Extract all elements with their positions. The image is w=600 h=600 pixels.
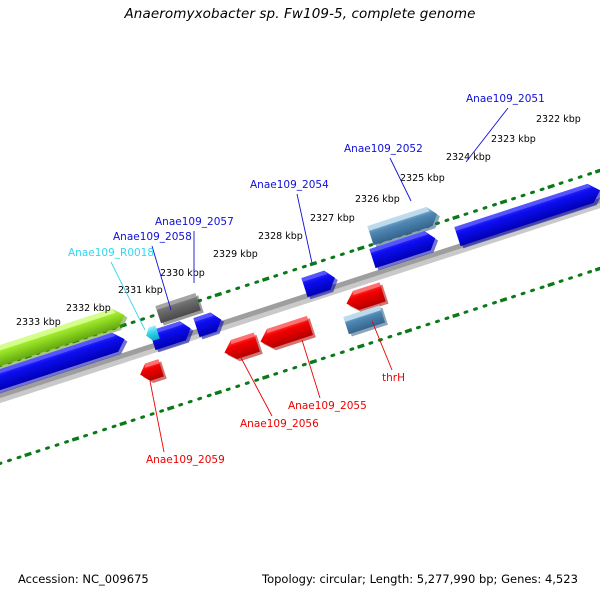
tick-label: 2330 kbp — [160, 268, 205, 279]
gene-feature-Anae109_2058[interactable] — [149, 318, 196, 353]
gene-body[interactable] — [0, 330, 128, 399]
gene-highlight — [266, 316, 309, 334]
reverse-strand-features[interactable] — [137, 282, 389, 386]
ruler-lower-dots — [0, 266, 600, 466]
tick-label: 2327 kbp — [310, 213, 355, 224]
gene-highlight — [352, 282, 381, 296]
gene-body[interactable] — [257, 316, 314, 351]
gene-feature-Anae109_2057[interactable] — [155, 293, 204, 327]
page-title: Anaeromyxobacter sp. Fw109-5, complete g… — [124, 6, 476, 22]
leader-line-thrH — [371, 320, 393, 371]
ruler-lower — [0, 266, 600, 466]
tick-label: 2329 kbp — [213, 249, 258, 260]
gene-feature-2052b[interactable] — [369, 228, 441, 271]
backbone-shadow — [0, 200, 600, 404]
gene-highlight — [0, 332, 116, 383]
tick-label: 2325 kbp — [400, 173, 445, 184]
gene-highlight — [193, 312, 214, 322]
tick-label: 2326 kbp — [355, 194, 400, 205]
gene-highlight — [144, 359, 160, 368]
gene-label-Anae109_2058[interactable]: Anae109_2058 — [113, 231, 192, 243]
gene-label-Anae109_2054[interactable]: Anae109_2054 — [250, 179, 329, 191]
gene-body[interactable] — [343, 305, 386, 335]
tick-label: 2332 kbp — [66, 303, 111, 314]
gene-highlight — [301, 270, 328, 282]
gene-feature-Anae109_2052[interactable] — [367, 204, 443, 248]
gene-feature-Anae109_2056[interactable] — [221, 332, 263, 365]
gene-label-Anae109_2051[interactable]: Anae109_2051 — [466, 93, 545, 105]
gene-feature-Anae109_2055[interactable] — [257, 315, 316, 354]
genome-stats-text: Topology: circular; Length: 5,277,990 bp… — [262, 572, 578, 586]
leader-line-Anae109_2051 — [465, 107, 509, 163]
gene-body[interactable] — [343, 282, 386, 313]
tick-label: 2328 kbp — [258, 231, 303, 242]
leader-line-Anae109_2059 — [149, 380, 165, 453]
gene-highlight — [230, 332, 255, 345]
gene-label-Anae109_2052[interactable]: Anae109_2052 — [344, 143, 423, 155]
gene-label-thrH[interactable]: thrH — [382, 372, 405, 384]
tick-label: 2324 kbp — [446, 152, 491, 163]
ruler-tick-labels: 2322 kbp 2323 kbp 2324 kbp 2325 kbp 2326… — [16, 114, 581, 328]
leader-line-Anae109_R0018 — [110, 261, 146, 331]
leader-line-Anae109_2058 — [151, 245, 172, 311]
gene-highlight — [367, 206, 430, 231]
tick-label: 2333 kbp — [16, 317, 61, 328]
gene-body[interactable] — [221, 332, 260, 363]
gene-body[interactable] — [0, 306, 128, 375]
gene-feature-Anae109_2054[interactable] — [301, 268, 340, 300]
gene-highlight — [0, 308, 116, 360]
gene-body[interactable] — [367, 204, 440, 246]
gene-feature-steel-lower[interactable] — [343, 305, 388, 337]
gene-label-Anae109_2055[interactable]: Anae109_2055 — [288, 400, 367, 412]
gene-labels[interactable]: Anae109_2051 Anae109_2052 Anae109_2054 A… — [68, 93, 545, 466]
gene-body[interactable] — [155, 293, 201, 324]
gene-body[interactable] — [144, 325, 160, 342]
tick-label: 2322 kbp — [536, 114, 581, 125]
tick-label: 2331 kbp — [118, 285, 163, 296]
accession-text: Accession: NC_009675 — [18, 572, 149, 586]
gene-feature-2058b[interactable] — [193, 309, 227, 340]
gene-feature-Anae109_R0018[interactable] — [144, 325, 160, 342]
gene-highlight — [155, 293, 197, 310]
leader-line-Anae109_2052 — [389, 157, 412, 202]
status-bar: Accession: NC_009675 Topology: circular;… — [0, 572, 600, 592]
gene-highlight — [343, 305, 382, 322]
leader-line-Anae109_2056 — [239, 355, 273, 417]
gene-feature-blue-left[interactable] — [0, 329, 131, 401]
leader-line-Anae109_2055 — [301, 339, 321, 399]
gene-leader-lines — [110, 107, 509, 453]
gene-label-Anae109_2057[interactable]: Anae109_2057 — [155, 216, 234, 228]
gene-body[interactable] — [454, 181, 600, 247]
gene-highlight — [454, 183, 591, 231]
gene-body[interactable] — [369, 229, 438, 269]
gene-feature-thrH[interactable] — [343, 282, 389, 316]
gene-label-Anae109_R0018[interactable]: Anae109_R0018 — [68, 247, 154, 259]
gene-label-Anae109_2056[interactable]: Anae109_2056 — [240, 418, 319, 430]
gene-feature-green-left[interactable] — [0, 305, 131, 377]
gene-highlight — [369, 231, 428, 253]
leader-line-Anae109_2054 — [296, 193, 313, 264]
gene-highlight — [149, 321, 183, 335]
gene-label-Anae109_2059[interactable]: Anae109_2059 — [146, 454, 225, 466]
gene-feature-Anae109_2059[interactable] — [137, 359, 167, 386]
tick-label: 2323 kbp — [491, 134, 536, 145]
gene-feature-Anae109_2051[interactable] — [454, 180, 600, 249]
forward-strand-features[interactable] — [0, 180, 600, 401]
